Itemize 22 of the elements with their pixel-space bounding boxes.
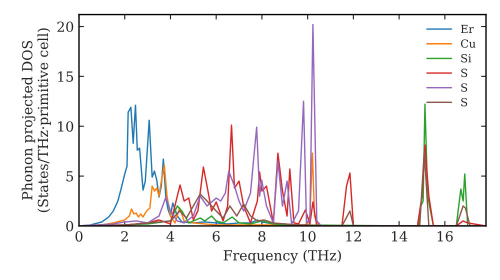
x-axis-title: Frequency (THz) xyxy=(224,250,341,264)
x-tick-label: 16 xyxy=(438,231,453,242)
x-tick-label: 12 xyxy=(346,231,361,242)
y-tick-label: 15 xyxy=(58,71,74,82)
x-tick-label: 10 xyxy=(300,231,316,242)
x-tick-label: 6 xyxy=(212,231,220,242)
legend-label: Er xyxy=(460,24,474,34)
x-tick-label: 2 xyxy=(121,231,128,242)
x-tick-label: 4 xyxy=(166,231,174,242)
x-tick-label: 8 xyxy=(258,231,266,242)
y-tick-label: 10 xyxy=(58,121,74,132)
legend-label: S xyxy=(461,98,468,106)
legend-label: S xyxy=(461,68,468,78)
legend-label: S xyxy=(461,83,468,92)
legend-label: Cu xyxy=(460,39,476,48)
y-tick-label: 20 xyxy=(57,21,74,32)
y-tick-label: 5 xyxy=(66,171,74,182)
y-axis-title: Phonon projected DOS (States/THz·primitive cell) xyxy=(22,28,51,212)
x-tick-label: 14 xyxy=(392,231,408,242)
legend-label: Si xyxy=(461,54,472,62)
x-tick-label: 0 xyxy=(75,231,82,242)
y-tick-label: 0 xyxy=(66,220,74,232)
